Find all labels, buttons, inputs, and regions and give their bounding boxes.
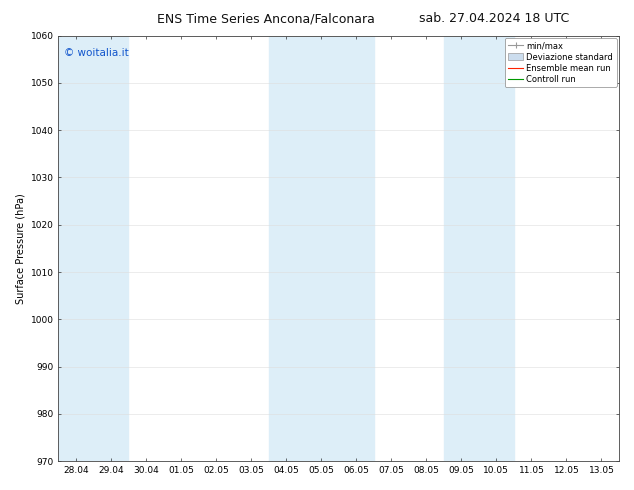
Text: sab. 27.04.2024 18 UTC: sab. 27.04.2024 18 UTC [420, 12, 569, 25]
Text: © woitalia.it: © woitalia.it [64, 49, 129, 58]
Text: ENS Time Series Ancona/Falconara: ENS Time Series Ancona/Falconara [157, 12, 375, 25]
Y-axis label: Surface Pressure (hPa): Surface Pressure (hPa) [15, 193, 25, 304]
Bar [269, 36, 374, 461]
Bar [444, 36, 514, 461]
Bar [58, 36, 129, 461]
Legend: min/max, Deviazione standard, Ensemble mean run, Controll run: min/max, Deviazione standard, Ensemble m… [505, 38, 616, 87]
